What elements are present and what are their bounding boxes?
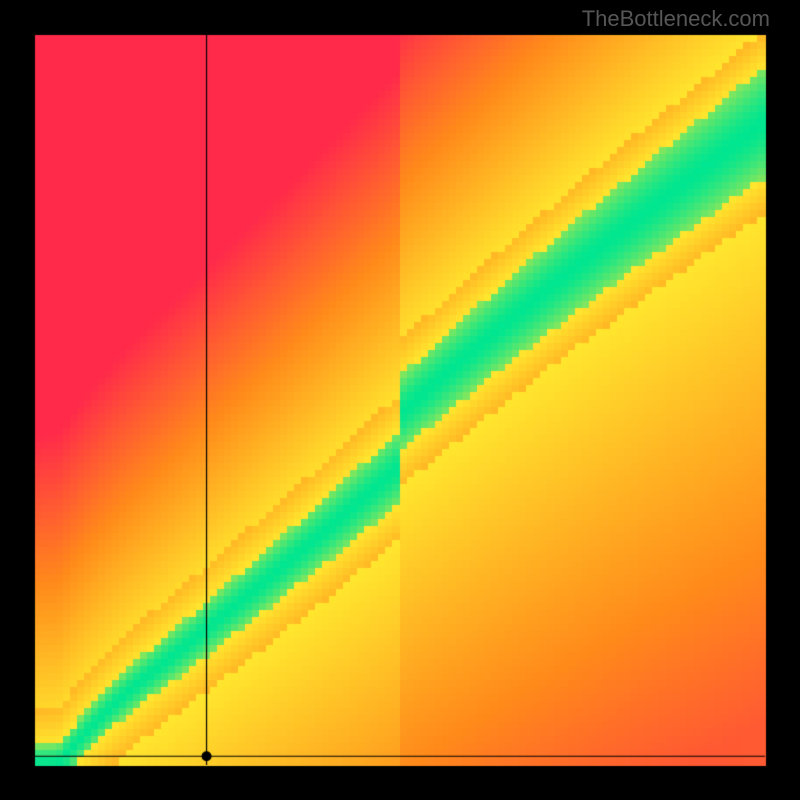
watermark-text: TheBottleneck.com [582, 6, 770, 32]
heatmap-canvas [0, 0, 800, 800]
chart-container: TheBottleneck.com [0, 0, 800, 800]
